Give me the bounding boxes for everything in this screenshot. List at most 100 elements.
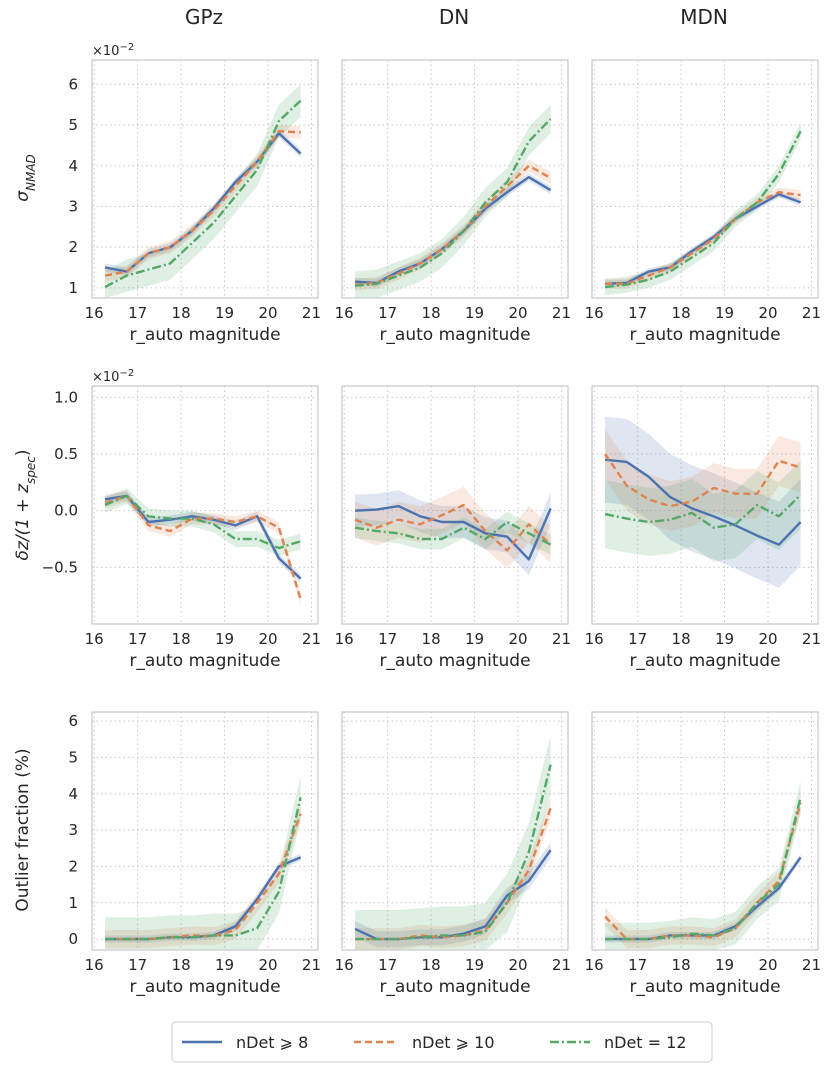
- x-tick-label: 21: [302, 304, 321, 322]
- x-tick-label: 18: [672, 304, 691, 322]
- panel-grid: 16 17 18 19 20 21 r_auto magnitude 1 2 3 4 5 6 16 17 18…: [42, 59, 821, 997]
- x-tick-label: 19: [715, 630, 734, 648]
- series-line-s3: [354, 520, 552, 546]
- row2-multiplier: ×10−2: [92, 368, 134, 386]
- panel-background: [592, 712, 818, 950]
- y-tick-label: 5: [68, 116, 78, 134]
- y-tick-label: 3: [68, 821, 78, 839]
- x-tick-label: 16: [335, 630, 354, 648]
- x-tick-label: 18: [422, 630, 441, 648]
- panel-frame: [591, 711, 819, 951]
- panel-background: [92, 60, 318, 298]
- legend-label-ndet10: nDet ⩾ 10: [412, 1033, 495, 1052]
- panel-background: [592, 60, 818, 298]
- legend: nDet ⩾ 8 nDet ⩾ 10 nDet = 12: [171, 1021, 713, 1063]
- band-s1: [105, 491, 301, 584]
- panel-frame: [341, 711, 569, 951]
- panel-frame: [591, 385, 819, 625]
- panel-r3-mdn: 16 17 18 19 20 21 r_auto magnitude: [585, 711, 821, 997]
- x-tick-label: 16: [585, 956, 604, 974]
- x-tick-label: 21: [302, 956, 321, 974]
- x-tick-label: 19: [215, 630, 234, 648]
- series-line-s3: [604, 493, 802, 529]
- x-tick-label: 16: [85, 304, 104, 322]
- x-tick-label: 20: [758, 630, 777, 648]
- x-tick-label: 17: [378, 630, 397, 648]
- legend-label-ndet8: nDet ⩾ 8: [236, 1033, 308, 1052]
- series-line-s1: [604, 193, 802, 285]
- y-tick-label: 1: [68, 894, 78, 912]
- series-line-s1: [604, 458, 802, 546]
- panel-frame: [341, 385, 569, 625]
- series-line-s3: [105, 797, 302, 941]
- x-axis-label: r_auto magnitude: [129, 651, 280, 671]
- band-s3: [605, 123, 801, 296]
- x-tick-label: 21: [552, 956, 571, 974]
- x-tick-label: 20: [508, 304, 527, 322]
- y-tick-label: 2: [68, 857, 78, 875]
- x-tick-label: 20: [508, 956, 527, 974]
- panel-background: [92, 386, 318, 624]
- x-tick-label: 18: [172, 630, 191, 648]
- band-s3: [355, 511, 551, 555]
- panel-r3-gpz: 16 17 18 19 20 21 r_auto magnitude 0 1 2 3 4 5 6: [68, 711, 321, 997]
- panel-r1-gpz: 16 17 18 19 20 21 r_auto magnitude 1 2 3 4 5 6: [68, 59, 321, 345]
- series-line-s2: [604, 802, 802, 941]
- x-axis-label: r_auto magnitude: [629, 977, 780, 997]
- x-tick-label: 19: [465, 630, 484, 648]
- series-line-s2: [354, 164, 552, 286]
- x-tick-label: 19: [715, 304, 734, 322]
- x-tick-label: 20: [258, 956, 277, 974]
- panel-r1-dn: 16 17 18 19 20 21 r_auto magnitude: [335, 59, 571, 345]
- x-tick-label: 19: [715, 956, 734, 974]
- legend-frame: [171, 1021, 713, 1063]
- band-s1: [605, 416, 801, 588]
- x-tick-label: 19: [465, 956, 484, 974]
- x-tick-label: 18: [172, 304, 191, 322]
- band-s1: [105, 853, 301, 943]
- x-tick-label: 17: [628, 630, 647, 648]
- x-tick-label: 16: [585, 304, 604, 322]
- x-tick-label: 16: [585, 630, 604, 648]
- x-tick-label: 18: [422, 956, 441, 974]
- y-tick-label: 4: [68, 785, 78, 803]
- series-line-s2: [605, 191, 801, 285]
- x-tick-label: 19: [215, 956, 234, 974]
- x-tick-label: 16: [335, 304, 354, 322]
- x-tick-label: 20: [758, 304, 777, 322]
- row1-ylabel: σNMAD: [13, 154, 38, 202]
- band-s2: [105, 125, 301, 282]
- x-tick-label: 18: [172, 956, 191, 974]
- y-tick-label: 1: [68, 279, 78, 297]
- x-tick-label: 17: [378, 304, 397, 322]
- x-axis-label: r_auto magnitude: [129, 325, 280, 345]
- y-tick-label: 0.5: [54, 445, 78, 463]
- panel-background: [342, 712, 568, 950]
- x-tick-label: 20: [508, 630, 527, 648]
- column-title-gpz: GPz: [185, 5, 223, 29]
- x-tick-label: 21: [802, 304, 821, 322]
- panel-r2-gpz: 16 17 18 19 20 21 r_auto magnitude −0.5 0.0 0.5 1.…: [42, 385, 321, 671]
- series-line-s2: [354, 503, 552, 552]
- x-axis-label: r_auto magnitude: [379, 325, 530, 345]
- x-tick-label: 18: [672, 956, 691, 974]
- band-s3: [355, 104, 551, 298]
- series-line-s2: [604, 453, 801, 508]
- panel-background: [342, 386, 568, 624]
- panel-r1-mdn: 16 17 18 19 20 21 r_auto magnitude: [585, 59, 821, 345]
- row3-ylabel: Outlier fraction (%): [13, 748, 33, 911]
- band-s2: [355, 486, 551, 569]
- y-tick-label: 4: [68, 157, 78, 175]
- y-tick-label: 5: [68, 748, 78, 766]
- series-line-s3: [104, 99, 302, 289]
- series-line-s3: [604, 130, 802, 289]
- series-line-s3: [354, 118, 552, 287]
- y-tick-label: 1.0: [54, 388, 78, 406]
- x-tick-label: 20: [258, 304, 277, 322]
- y-tick-label: 0.0: [54, 502, 78, 520]
- panel-frame: [91, 385, 319, 625]
- x-tick-label: 17: [628, 956, 647, 974]
- x-tick-label: 16: [335, 956, 354, 974]
- y-tick-label: 6: [68, 712, 78, 730]
